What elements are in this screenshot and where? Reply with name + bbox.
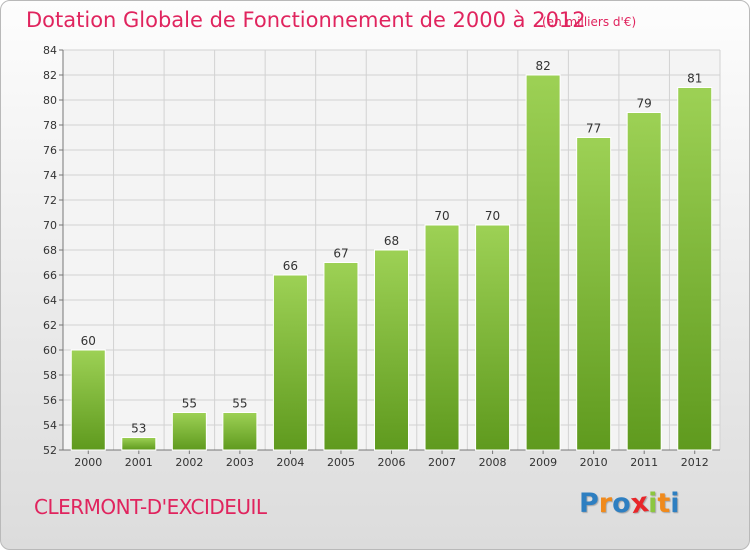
y-tick-label: 54 <box>43 419 57 432</box>
y-tick-label: 66 <box>43 269 57 282</box>
bar-2007 <box>424 224 460 451</box>
bar-2011 <box>626 112 662 451</box>
bar-2006 <box>374 249 409 451</box>
value-label-2011: 79 <box>637 97 652 111</box>
chart-subtitle: (en milliers d'€) <box>542 15 637 29</box>
y-tick-label: 68 <box>43 244 57 257</box>
value-label-2002: 55 <box>182 397 197 411</box>
x-tick-label-2012: 2012 <box>681 456 709 469</box>
bar-2002 <box>171 412 207 451</box>
bar-2004 <box>272 274 308 451</box>
logo-letter: i <box>648 488 658 519</box>
bar-2000 <box>70 349 106 451</box>
commune-name: CLERMONT-D'EXCIDEUIL <box>34 495 267 519</box>
y-tick-label: 64 <box>43 294 57 307</box>
y-tick-label: 76 <box>43 144 57 157</box>
proxiti-logo[interactable]: Proxiti <box>579 486 680 521</box>
bar-2001 <box>121 437 157 451</box>
chart-title: Dotation Globale de Fonctionnement de 20… <box>26 8 586 32</box>
y-tick-label: 74 <box>43 169 57 182</box>
bar-2009 <box>525 74 561 451</box>
bar-2008 <box>475 224 511 451</box>
logo-letter: o <box>612 488 631 519</box>
x-tick-label-2006: 2006 <box>378 456 406 469</box>
logo-letter: P <box>579 488 599 519</box>
bar-2005 <box>323 262 359 451</box>
y-tick-label: 78 <box>43 119 57 132</box>
x-tick-label-2004: 2004 <box>276 456 304 469</box>
logo-letter: r <box>598 488 613 519</box>
x-tick-label-2008: 2008 <box>479 456 507 469</box>
y-tick-label: 82 <box>43 69 57 82</box>
x-tick-label-2002: 2002 <box>175 456 203 469</box>
value-label-2001: 53 <box>131 422 146 436</box>
value-label-2007: 70 <box>434 209 449 223</box>
value-label-2006: 68 <box>384 234 399 248</box>
y-tick-label: 84 <box>43 44 57 57</box>
bar-2012 <box>677 87 713 451</box>
x-tick-label-2007: 2007 <box>428 456 456 469</box>
logo-letter: i <box>670 488 680 519</box>
value-label-2009: 82 <box>535 59 550 73</box>
logo-letter: t <box>657 488 671 519</box>
x-tick-label-2011: 2011 <box>630 456 658 469</box>
value-label-2005: 67 <box>333 247 348 261</box>
value-label-2003: 55 <box>232 397 247 411</box>
value-label-2008: 70 <box>485 209 500 223</box>
x-tick-label-2000: 2000 <box>74 456 102 469</box>
y-tick-label: 70 <box>43 219 57 232</box>
bar-2010 <box>576 137 612 451</box>
x-tick-label-2003: 2003 <box>226 456 254 469</box>
logo-letter: x <box>628 486 651 521</box>
y-tick-label: 80 <box>43 94 57 107</box>
y-tick-label: 72 <box>43 194 57 207</box>
y-tick-label: 62 <box>43 319 57 332</box>
bar-2003 <box>222 412 258 451</box>
y-tick-label: 60 <box>43 344 57 357</box>
value-label-2004: 66 <box>283 259 298 273</box>
value-label-2010: 77 <box>586 122 601 136</box>
value-label-2000: 60 <box>81 334 96 348</box>
value-label-2012: 81 <box>687 72 702 86</box>
x-tick-label-2005: 2005 <box>327 456 355 469</box>
y-tick-label: 56 <box>43 394 57 407</box>
x-tick-label-2001: 2001 <box>125 456 153 469</box>
y-tick-label: 58 <box>43 369 57 382</box>
x-tick-label-2010: 2010 <box>580 456 608 469</box>
y-tick-label: 52 <box>43 444 57 457</box>
x-tick-label-2009: 2009 <box>529 456 557 469</box>
